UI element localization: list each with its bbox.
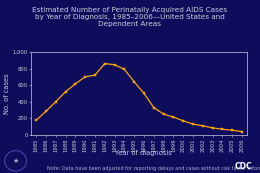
Y-axis label: No. of cases: No. of cases (4, 73, 10, 114)
Text: Estimated Number of Perinatally Acquired AIDS Cases
by Year of Diagnosis, 1985–2: Estimated Number of Perinatally Acquired… (32, 7, 228, 27)
Text: Year of diagnosis: Year of diagnosis (115, 150, 171, 156)
Text: ★: ★ (12, 158, 19, 164)
Text: Note: Data have been adjusted for reporting delays and cases without risk factor: Note: Data have been adjusted for report… (47, 166, 260, 171)
Text: CDC: CDC (235, 162, 252, 171)
